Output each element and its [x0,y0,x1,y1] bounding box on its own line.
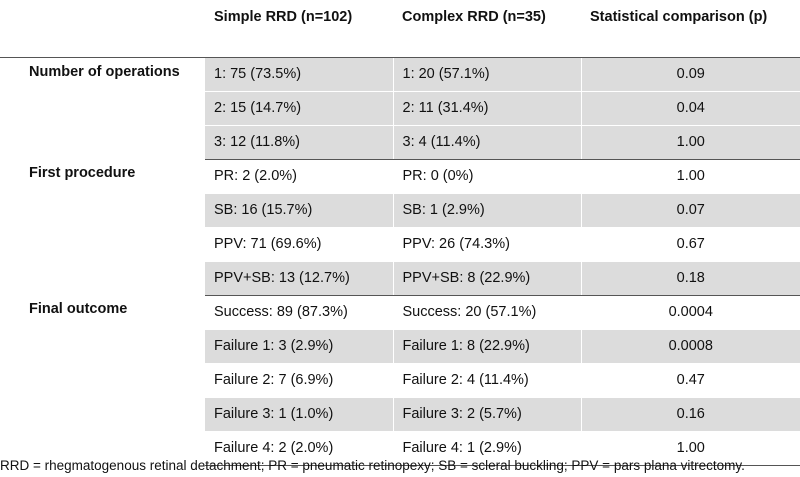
cell-complex: SB: 1 (2.9%) [393,193,582,228]
table-row: Number of operations 1: 75 (73.5%) 1: 20… [0,57,800,92]
header-empty [0,0,205,58]
cell-p-value: 0.09 [581,57,800,92]
table-row: Failure 1: 3 (2.9%) Failure 1: 8 (22.9%)… [0,329,800,364]
cell-simple: PPV: 71 (69.6%) [205,227,394,262]
cell-simple: PR: 2 (2.0%) [205,159,394,194]
cell-simple: Success: 89 (87.3%) [205,295,394,330]
header-simple-rrd: Simple RRD (n=102) [205,0,393,58]
cell-p-value: 0.0008 [581,329,800,364]
table-row: Final outcome Success: 89 (87.3%) Succes… [0,295,800,330]
table-row: Failure 3: 1 (1.0%) Failure 3: 2 (5.7%) … [0,397,800,432]
cell-p-value: 0.07 [581,193,800,228]
header-complex-rrd: Complex RRD (n=35) [393,0,581,58]
cell-p-value: 0.0004 [581,295,800,330]
cell-p-value: 0.18 [581,261,800,296]
cell-p-value: 1.00 [581,159,800,194]
cell-simple: 1: 75 (73.5%) [205,57,394,92]
cell-simple: SB: 16 (15.7%) [205,193,394,228]
header-statistical-comparison: Statistical comparison (p) [581,0,800,58]
cell-complex: Failure 1: 8 (22.9%) [393,329,582,364]
cell-complex: Success: 20 (57.1%) [393,295,582,330]
cell-complex: PPV: 26 (74.3%) [393,227,582,262]
cell-p-value: 1.00 [581,125,800,160]
cell-simple: Failure 2: 7 (6.9%) [205,363,394,398]
table-row: SB: 16 (15.7%) SB: 1 (2.9%) 0.07 [0,193,800,228]
group-label-number-of-operations: Number of operations [29,63,180,80]
cell-complex: 2: 11 (31.4%) [393,91,582,126]
cell-complex: Failure 3: 2 (5.7%) [393,397,582,432]
comparison-table: Simple RRD (n=102) Complex RRD (n=35) St… [0,0,800,466]
cell-simple: Failure 1: 3 (2.9%) [205,329,394,364]
header-row: Simple RRD (n=102) Complex RRD (n=35) St… [0,0,800,58]
cell-complex: 3: 4 (11.4%) [393,125,582,160]
cell-p-value: 0.47 [581,363,800,398]
table-row: 3: 12 (11.8%) 3: 4 (11.4%) 1.00 [0,125,800,160]
table-row: Failure 2: 7 (6.9%) Failure 2: 4 (11.4%)… [0,363,800,398]
table-row: Failure 4: 2 (2.0%) Failure 4: 1 (2.9%) … [0,431,800,466]
cell-complex: PPV+SB: 8 (22.9%) [393,261,582,296]
cell-p-value: 0.16 [581,397,800,432]
cell-simple: Failure 4: 2 (2.0%) [205,431,394,466]
group-label-first-procedure: First procedure [29,165,136,181]
cell-complex: Failure 4: 1 (2.9%) [393,431,582,466]
table-row: PPV: 71 (69.6%) PPV: 26 (74.3%) 0.67 [0,227,800,262]
cell-simple: Failure 3: 1 (1.0%) [205,397,394,432]
table-row: First procedure PR: 2 (2.0%) PR: 0 (0%) … [0,159,800,194]
table-row: PPV+SB: 13 (12.7%) PPV+SB: 8 (22.9%) 0.1… [0,261,800,296]
cell-complex: 1: 20 (57.1%) [393,57,582,92]
table-footnote: RRD = rhegmatogenous retinal detachment;… [0,458,745,473]
cell-simple: 2: 15 (14.7%) [205,91,394,126]
cell-p-value: 1.00 [581,431,800,466]
table-row: 2: 15 (14.7%) 2: 11 (31.4%) 0.04 [0,91,800,126]
cell-simple: PPV+SB: 13 (12.7%) [205,261,394,296]
cell-simple: 3: 12 (11.8%) [205,125,394,160]
cell-p-value: 0.67 [581,227,800,262]
cell-p-value: 0.04 [581,91,800,126]
group-label-final-outcome: Final outcome [29,301,128,317]
cell-complex: PR: 0 (0%) [393,159,582,194]
cell-complex: Failure 2: 4 (11.4%) [393,363,582,398]
